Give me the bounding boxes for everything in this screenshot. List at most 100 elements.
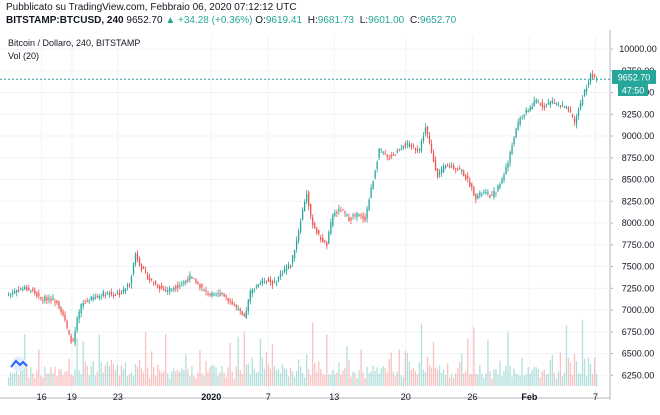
candle-body: [211, 292, 213, 297]
volume-bar: [148, 377, 151, 386]
volume-bar: [390, 352, 392, 386]
candle-body: [440, 168, 443, 173]
ohlc-line: BITSTAMP:BTCUSD, 240 9652.70 ▲ +34.28 (+…: [6, 15, 459, 26]
candle-body: [412, 145, 415, 147]
volume-bar: [140, 368, 143, 386]
candle-body: [142, 266, 145, 269]
candle-body: [295, 240, 298, 250]
candle-body: [96, 296, 98, 298]
candle-body: [72, 339, 74, 341]
volume-bar: [191, 366, 193, 386]
candle-body: [551, 100, 553, 103]
candle-body: [418, 149, 421, 151]
candle-body: [138, 258, 141, 266]
candle-body: [495, 193, 497, 195]
candle-body: [382, 152, 384, 154]
tradingview-logo-icon: [10, 356, 28, 372]
volume-bar: [227, 367, 229, 386]
volume-bar: [485, 373, 487, 386]
candle-body: [469, 180, 471, 187]
candle-body: [481, 194, 483, 196]
volume-bar: [154, 375, 157, 386]
volume-bar: [517, 374, 519, 386]
candle-body: [467, 175, 469, 179]
chart-area[interactable]: 6250.00 6500.00 6750.00 7000.00 7250.00 7500.…: [0, 30, 660, 410]
volume-bar: [279, 373, 282, 386]
volume-bar: [181, 368, 183, 386]
volume-bar: [301, 372, 304, 386]
volume-bar: [457, 367, 459, 386]
candle-body: [148, 277, 151, 281]
price-tick-label: 6250.00: [622, 370, 655, 380]
candle-body: [144, 269, 147, 272]
volume-bar: [86, 365, 88, 386]
volume-bar: [342, 370, 344, 386]
candle-body: [136, 253, 139, 260]
candle-body: [92, 297, 94, 300]
volume-bar: [215, 367, 217, 386]
volume-bar: [487, 339, 489, 386]
candle-body: [78, 311, 80, 320]
candle-body: [40, 297, 42, 299]
price-chart[interactable]: 6250.00 6500.00 6750.00 7000.00 7250.00 7500.…: [0, 30, 660, 410]
volume-bar: [261, 357, 264, 386]
candle-body: [110, 291, 113, 295]
volume-bar: [372, 365, 374, 386]
volume-bar: [310, 375, 312, 386]
candle-body: [283, 269, 286, 273]
volume-bar: [223, 372, 225, 386]
candle-body: [384, 152, 386, 154]
volume-bar: [128, 374, 131, 386]
candle-body: [16, 290, 18, 293]
volume-bar: [513, 368, 515, 386]
volume-bar: [68, 358, 70, 386]
candle-body: [34, 289, 36, 294]
volume-bar: [221, 366, 223, 386]
volume-bar: [235, 366, 237, 386]
candle-body: [589, 73, 592, 82]
volume-bar: [205, 360, 207, 386]
candle-body: [112, 295, 115, 297]
volume-bar: [18, 375, 20, 386]
candle-body: [577, 109, 580, 117]
volume-bar: [412, 368, 415, 386]
candle-body: [507, 162, 509, 168]
volume-bar: [380, 368, 382, 386]
volume-bar: [28, 377, 30, 386]
candle-body: [187, 278, 189, 282]
volume-bar: [561, 376, 564, 386]
candle-body: [471, 183, 473, 187]
volume-bar: [499, 360, 501, 386]
volume-bar: [569, 362, 572, 386]
volume-bar: [326, 334, 328, 386]
volume-bar: [233, 379, 235, 386]
candle-body: [221, 292, 223, 294]
volume-bar: [370, 371, 372, 386]
volume-bar: [364, 377, 366, 386]
volume-bar: [116, 365, 119, 386]
volume-bar: [547, 373, 549, 386]
candle-body: [205, 290, 207, 292]
volume-bar: [543, 369, 545, 386]
volume-bar: [287, 376, 290, 386]
volume-bar: [195, 378, 197, 386]
candle-body: [404, 143, 406, 147]
volume-bar: [340, 374, 342, 386]
candle-body: [380, 148, 382, 150]
candle-body: [350, 218, 352, 220]
volume-bar: [183, 369, 185, 386]
volume-bar: [304, 377, 306, 386]
volume-bar: [213, 365, 215, 386]
candle-body: [261, 279, 264, 284]
volume-bar: [575, 361, 578, 386]
volume-bar: [515, 373, 517, 386]
candle-body: [52, 297, 54, 300]
candle-body: [106, 292, 108, 294]
candle-body: [344, 211, 346, 213]
candle-body: [20, 288, 22, 290]
volume-bar: [352, 371, 354, 386]
candle-body: [191, 276, 193, 279]
candle-body: [161, 285, 163, 289]
volume-bar: [72, 375, 74, 386]
volume-bar: [505, 365, 507, 386]
